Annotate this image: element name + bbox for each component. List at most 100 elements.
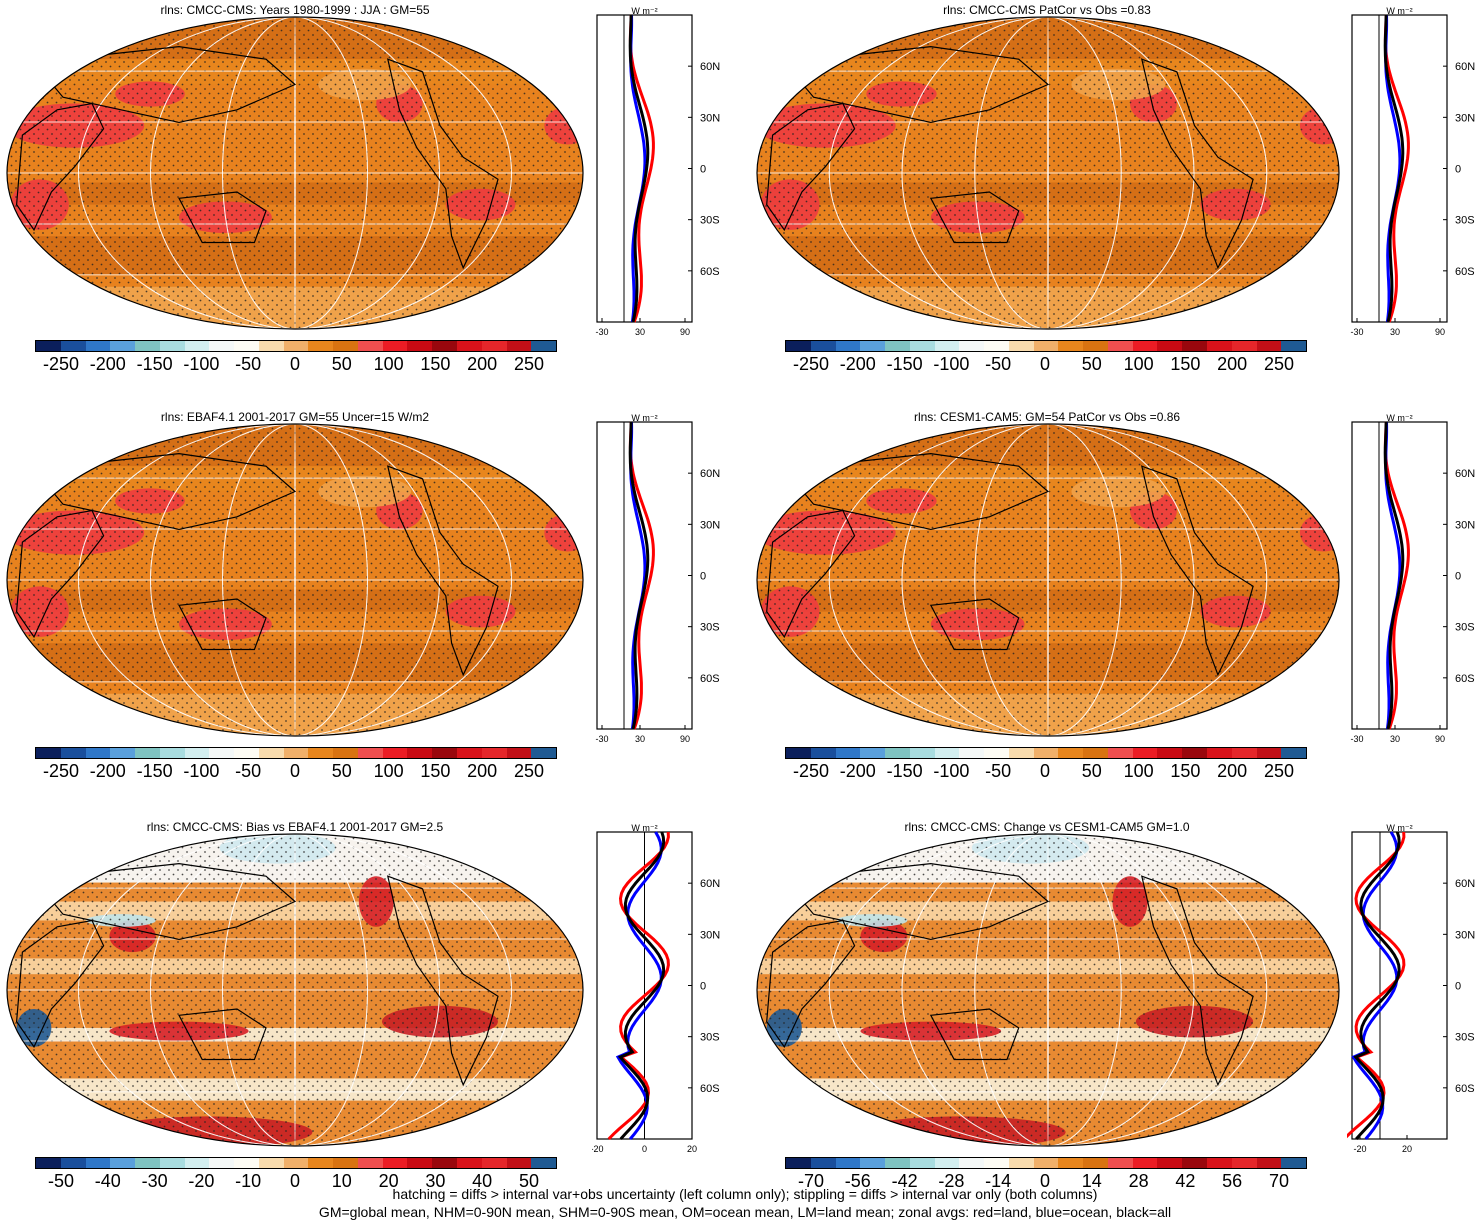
map-title: rlns: CESM1-CAM5: GM=54 PatCor vs Obs =0… (913, 410, 1181, 424)
zonal-curve (607, 831, 670, 1141)
colorbar-swatch (481, 341, 507, 351)
zonal-unit: W m⁻² (631, 824, 657, 833)
colorbar-swatch (85, 341, 111, 351)
colorbar-swatch (258, 341, 284, 351)
colorbar-swatch (407, 341, 433, 351)
zonal-tick-label: -30 (595, 327, 608, 337)
map-plot (756, 833, 1340, 1147)
zonal-curve (1351, 831, 1399, 1140)
zonal-tick-label: -30 (1350, 327, 1363, 337)
colorbar-swatch (407, 748, 433, 758)
colorbar-label: -200 (839, 354, 876, 374)
colorbar-label: -150 (886, 354, 923, 374)
colorbar-label: 250 (513, 354, 545, 374)
colorbar-label: -150 (886, 761, 923, 781)
colorbar-swatch (60, 748, 86, 758)
colorbar-swatch (1231, 341, 1257, 351)
colorbar-swatch (835, 748, 861, 758)
zonal-unit: W m⁻² (1386, 414, 1412, 423)
colorbar-swatch (234, 748, 259, 758)
colorbar-swatch (506, 341, 532, 351)
colorbar-swatch (60, 341, 86, 351)
colorbar-swatch (1058, 1158, 1084, 1168)
colorbar-label: -40 (94, 1171, 121, 1191)
colorbar-swatch (357, 748, 383, 758)
lat-label: 60S (1455, 266, 1475, 278)
colorbar-label: -56 (844, 1171, 871, 1191)
colorbar-swatch (531, 341, 557, 351)
colorbar-swatch (959, 748, 985, 758)
colorbar-swatch (159, 748, 185, 758)
colorbar-swatch (85, 1158, 111, 1168)
colorbar-swatch (1281, 1158, 1307, 1168)
lat-label: 60S (700, 673, 720, 685)
map-title: rlns: CMCC-CMS PatCor vs Obs =0.83 (943, 3, 1151, 17)
lat-label: 30S (1455, 1032, 1475, 1044)
colorbar-label: 0 (289, 1171, 301, 1191)
colorbar-swatch (234, 341, 259, 351)
colorbar-swatch (258, 748, 284, 758)
colorbar-swatch (909, 1158, 935, 1168)
colorbar-swatch (1132, 341, 1158, 351)
colorbar-label: 42 (1175, 1171, 1196, 1191)
colorbar-swatch (209, 341, 235, 351)
lat-label: 30S (700, 622, 720, 634)
colorbar-label: -100 (933, 761, 970, 781)
colorbar (35, 1157, 557, 1169)
zonal-curve (615, 831, 663, 1140)
colorbar-label: 40 (472, 1171, 493, 1191)
colorbar-swatch (209, 1158, 235, 1168)
colorbar-label: 14 (1081, 1171, 1102, 1191)
map-plot (6, 423, 584, 737)
zonal-tick-label: -20 (592, 1144, 604, 1154)
lat-label: 60N (1455, 468, 1475, 480)
colorbar-label: 20 (378, 1171, 399, 1191)
colorbar-swatch (382, 1158, 408, 1168)
colorbar-swatch (810, 1158, 836, 1168)
colorbar-swatch (36, 1158, 61, 1168)
colorbar-swatch (1231, 748, 1257, 758)
zonal-tick-label: -30 (1350, 734, 1363, 744)
colorbar-swatch (110, 748, 136, 758)
colorbar-swatch (1058, 748, 1084, 758)
colorbar-swatch (1033, 748, 1059, 758)
zonal-curve (617, 831, 666, 1141)
zonal-unit: W m⁻² (1386, 824, 1412, 833)
colorbar-swatch (1008, 341, 1034, 351)
zonal-tick-label: 30 (1390, 327, 1400, 337)
zonal-tick-label: 20 (687, 1144, 697, 1154)
colorbar-swatch (1207, 748, 1232, 758)
colorbar-label: 50 (1081, 761, 1102, 781)
colorbar-swatch (1182, 341, 1208, 351)
colorbar-swatch (786, 748, 811, 758)
colorbar-label: -150 (136, 761, 173, 781)
colorbar-swatch (234, 1158, 259, 1168)
colorbar-swatch (357, 341, 383, 351)
zonal-tick-label: 90 (1435, 327, 1445, 337)
colorbar-swatch (184, 341, 210, 351)
colorbar-label: -10 (235, 1171, 262, 1191)
colorbar-swatch (308, 748, 334, 758)
zonal-tick-label: -30 (595, 734, 608, 744)
colorbar-swatch (283, 341, 309, 351)
zonal-curve (1383, 14, 1410, 323)
zonal-tick-label: -20 (1353, 1144, 1366, 1154)
colorbar-swatch (135, 748, 160, 758)
map-title: rlns: EBAF4.1 2001-2017 GM=55 Uncer=15 W… (160, 410, 430, 424)
colorbar-swatch (531, 1158, 557, 1168)
colorbar-label: 30 (425, 1171, 446, 1191)
colorbar-swatch (909, 341, 935, 351)
zonal-mean-plot: W m⁻² 60N 30N 0 30S 60S -20 0 20 (592, 824, 720, 1154)
colorbar-swatch (860, 748, 886, 758)
colorbar-swatch (1157, 748, 1183, 758)
lat-label: 60S (700, 1083, 720, 1095)
colorbar-swatch (934, 341, 960, 351)
colorbar-label: 200 (1217, 761, 1248, 781)
colorbar-swatch (432, 1158, 458, 1168)
colorbar-label: 70 (1268, 1171, 1290, 1191)
colorbar (785, 340, 1307, 352)
zonal-mean-plot: W m⁻² 60N 30N 0 30S 60S -30 30 90 (595, 7, 720, 337)
zonal-tick-label: 90 (1435, 734, 1445, 744)
colorbar-label: 200 (467, 761, 498, 781)
colorbar-label: -50 (235, 761, 262, 781)
